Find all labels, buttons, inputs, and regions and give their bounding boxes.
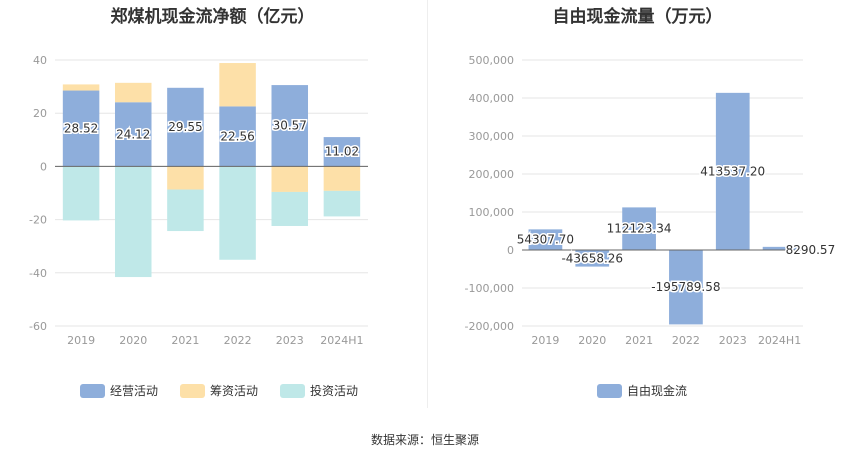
left-chart-title: 郑煤机现金流净额（亿元） xyxy=(110,7,315,27)
right-legend: 自由现金流 xyxy=(597,382,687,399)
left-y-tick-label: -20 xyxy=(29,214,47,227)
legend-swatch-operating xyxy=(80,383,105,398)
right-chart-title: 自由现金流量（万元） xyxy=(552,7,723,27)
left-data-label: 11.02 xyxy=(325,145,359,159)
right-y-tick-label: 500,000 xyxy=(469,54,515,67)
legend-label-operating: 经营活动 xyxy=(110,384,159,398)
left-bar-2-2022 xyxy=(219,166,256,260)
left-bar-0-2022 xyxy=(219,106,256,167)
left-bar-0-2023 xyxy=(271,85,309,167)
right-y-tick-label: 0 xyxy=(507,244,514,257)
data-source: 数据来源：恒生聚源 xyxy=(370,433,479,447)
left-bar-1-2024H1 xyxy=(323,166,361,191)
left-bar-1-2020 xyxy=(114,82,152,103)
legend-label-investing: 投资活动 xyxy=(310,384,359,398)
left-x-tick-label: 2024H1 xyxy=(320,334,363,347)
right-data-label: 413537.20 xyxy=(700,164,765,178)
legend-item-investing[interactable]: 投资活动 xyxy=(280,382,358,399)
left-bar-0-2021 xyxy=(167,87,204,167)
left-x-tick-label: 2020 xyxy=(119,334,147,347)
left-bar-1-2019 xyxy=(62,84,100,91)
legend-label-financing: 筹资活动 xyxy=(210,384,259,398)
left-chart-plot: 40 20 0 -20 -40 -60 2019 2020 2021 2022 2023 2024H1… xyxy=(29,54,368,347)
left-legend: 经营活动 筹资活动 投资活动 xyxy=(80,382,358,399)
left-y-tick-label: 0 xyxy=(40,160,47,173)
left-bar-2-2020 xyxy=(114,166,152,278)
legend-item-financing[interactable]: 筹资活动 xyxy=(180,382,258,399)
legend-label-free-cash-flow: 自由现金流 xyxy=(627,384,688,398)
left-y-tick-label: 20 xyxy=(33,107,47,120)
left-bar-2-2023 xyxy=(271,191,309,226)
right-bar-0-2019 xyxy=(528,229,563,250)
left-bar-1-2022 xyxy=(219,63,256,107)
right-x-tick-label: 2021 xyxy=(625,334,653,347)
right-chart-plot: 500,000 400,000 300,000 200,000 100,000 0 -100… xyxy=(465,54,837,347)
left-bar-2-2024H1 xyxy=(323,190,361,217)
left-bar-1-2021 xyxy=(167,166,204,190)
left-x-tick-label: 2019 xyxy=(67,334,95,347)
left-x-tick-label: 2021 xyxy=(171,334,199,347)
right-data-label: 54307.70 xyxy=(517,233,574,247)
right-data-label: 112123.34 xyxy=(607,222,672,236)
left-bar-0-2019 xyxy=(62,90,100,167)
left-data-label: 22.56 xyxy=(220,129,254,143)
left-bar-0-2020 xyxy=(114,102,152,167)
right-x-tick-label: 2023 xyxy=(719,334,747,347)
legend-item-operating[interactable]: 经营活动 xyxy=(80,382,158,399)
right-bar-0-2024H1 xyxy=(762,246,797,250)
right-x-tick-label: 2020 xyxy=(578,334,606,347)
right-bar-0-2022 xyxy=(669,250,703,325)
left-bar-1-2023 xyxy=(271,166,309,192)
legend-swatch-investing xyxy=(280,383,306,398)
right-y-tick-label: 400,000 xyxy=(469,92,515,105)
chart-divider xyxy=(427,0,428,408)
legend-item-free-cash-flow[interactable]: 自由现金流 xyxy=(597,382,687,399)
right-y-tick-label: -200,000 xyxy=(465,320,514,333)
left-y-tick-label: 40 xyxy=(33,54,47,67)
right-y-tick-label: -100,000 xyxy=(465,282,514,295)
left-y-tick-label: -60 xyxy=(29,320,47,333)
right-bar-0-2021 xyxy=(622,207,656,250)
right-bar-0-2023 xyxy=(715,92,750,250)
left-x-tick-label: 2023 xyxy=(276,334,304,347)
left-bar-0-2024H1 xyxy=(323,137,361,167)
left-x-tick-label: 2022 xyxy=(224,334,252,347)
left-data-label: 28.52 xyxy=(64,121,98,135)
legend-swatch-free-cash-flow xyxy=(597,383,622,398)
right-y-tick-label: 200,000 xyxy=(469,168,515,181)
right-x-tick-label: 2022 xyxy=(672,334,700,347)
left-bar-2-2019 xyxy=(62,166,100,221)
right-y-tick-label: 100,000 xyxy=(469,206,515,219)
left-data-label: 30.57 xyxy=(273,119,307,133)
right-data-label: -43658.26 xyxy=(561,251,623,265)
right-data-label: 8290.57 xyxy=(786,243,836,257)
right-y-tick-label: 300,000 xyxy=(469,130,515,143)
left-bar-2-2021 xyxy=(167,189,204,232)
right-x-tick-label: 2019 xyxy=(531,334,559,347)
left-data-label: 24.12 xyxy=(116,127,150,141)
legend-swatch-financing xyxy=(180,383,206,398)
left-data-label: 29.55 xyxy=(168,120,202,134)
right-data-label: -195789.58 xyxy=(651,280,720,294)
right-x-tick-label: 2024H1 xyxy=(758,334,801,347)
right-bar-0-2020 xyxy=(575,250,610,267)
left-y-tick-label: -40 xyxy=(29,267,47,280)
